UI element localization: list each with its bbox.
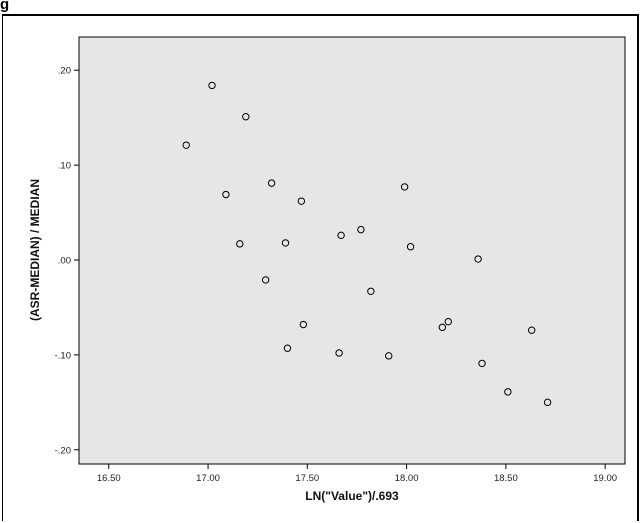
data-point-20: [444, 317, 452, 326]
data-points: [182, 81, 552, 407]
x-tick-label: 19.00: [593, 473, 617, 484]
x-tick-label: 18.00: [395, 473, 419, 484]
data-point-5: [242, 113, 250, 121]
y-tick-label: .00: [58, 255, 71, 266]
data-point-7: [267, 179, 276, 187]
y-tick-label: .10: [58, 161, 71, 172]
y-tick-label: -.10: [55, 350, 71, 361]
data-point-8: [281, 239, 290, 247]
data-point-3: [222, 190, 230, 199]
y-axis-ticks: .20 .10 .00 -.10 -.20: [55, 66, 79, 456]
data-point-4: [236, 240, 244, 248]
data-point-21: [474, 255, 482, 263]
x-tick-label: 17.50: [295, 473, 319, 484]
data-point-2: [208, 81, 216, 90]
data-point-10: [297, 197, 306, 205]
data-point-12: [335, 349, 343, 357]
data-point-1: [182, 141, 190, 149]
cropped-caption: g: [0, 0, 10, 13]
data-point-25: [543, 398, 552, 407]
x-axis-title: LN("Value")/.693: [305, 489, 399, 503]
data-point-9: [283, 344, 292, 352]
x-tick-label: 17.00: [196, 473, 220, 484]
data-point-18: [406, 243, 415, 251]
data-point-14: [357, 225, 365, 234]
data-point-11: [299, 320, 308, 329]
data-point-19: [438, 323, 447, 332]
data-point-6: [261, 276, 270, 284]
data-point-13: [337, 231, 345, 240]
data-point-15: [367, 287, 375, 296]
y-axis-title: (ASR-MEDIAN) / MEDIAN: [28, 179, 42, 321]
data-point-23: [504, 388, 512, 396]
x-tick-label: 18.50: [494, 473, 518, 484]
data-point-17: [400, 183, 409, 191]
plot-area: [78, 36, 626, 465]
data-point-24: [527, 326, 536, 334]
y-tick-label: .20: [58, 66, 71, 77]
data-point-16: [385, 352, 393, 360]
x-axis-ticks: 16.50 17.00 17.50 18.00 18.50 19.00: [97, 464, 617, 484]
x-tick-label: 16.50: [97, 473, 121, 484]
y-tick-label: -.20: [55, 445, 71, 456]
data-point-22: [478, 359, 486, 368]
